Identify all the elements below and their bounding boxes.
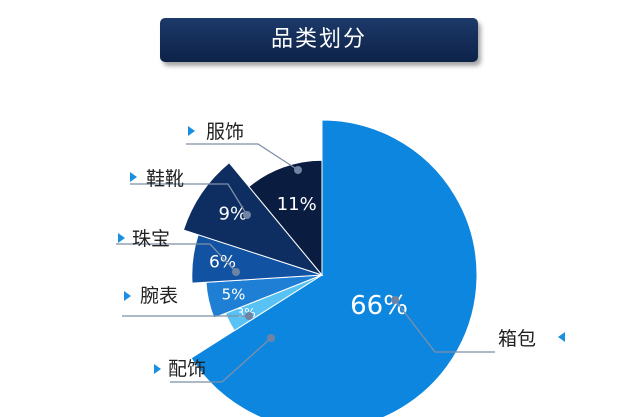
pie-slices	[182, 119, 478, 417]
chart-title: 品类划分	[270, 27, 367, 52]
leader-dot-6	[294, 166, 302, 174]
arrow-icon-3	[124, 291, 131, 301]
arrow-icon-6	[188, 126, 195, 136]
leader-line-6	[186, 143, 299, 171]
percent-label-5: 9%	[219, 203, 248, 224]
leader-line-5	[130, 183, 248, 216]
category-label-5: 鞋靴	[146, 168, 184, 190]
arrow-icon-2	[154, 364, 161, 374]
arrow-icon-1	[558, 332, 565, 342]
leader-dot-2	[267, 334, 275, 342]
leader-dot-5	[243, 211, 251, 219]
category-label-1: 箱包	[498, 328, 536, 350]
percent-label-4: 6%	[209, 252, 236, 272]
title-banner: 品类划分	[160, 18, 478, 62]
pie-slice-1	[190, 119, 478, 417]
category-label-6: 服饰	[206, 121, 244, 143]
category-label-4: 珠宝	[132, 228, 170, 250]
leader-line-4	[116, 243, 237, 273]
arrow-icon-5	[130, 172, 137, 182]
pie-slice-5	[182, 162, 324, 277]
arrow-icon-4	[118, 233, 125, 243]
pie-slice-6	[248, 159, 323, 277]
leader-dot-1	[391, 296, 399, 304]
percent-label-1: 66%	[350, 291, 408, 321]
leader-line-1	[394, 299, 495, 353]
category-label-3: 腕表	[140, 285, 178, 307]
percent-label-6: 11%	[277, 194, 317, 215]
leader-line-2	[170, 337, 272, 383]
leader-dot-3	[245, 312, 253, 320]
percent-label-3: 5%	[222, 285, 246, 303]
leader-dot-4	[232, 268, 240, 276]
category-label-2: 配饰	[168, 358, 206, 380]
